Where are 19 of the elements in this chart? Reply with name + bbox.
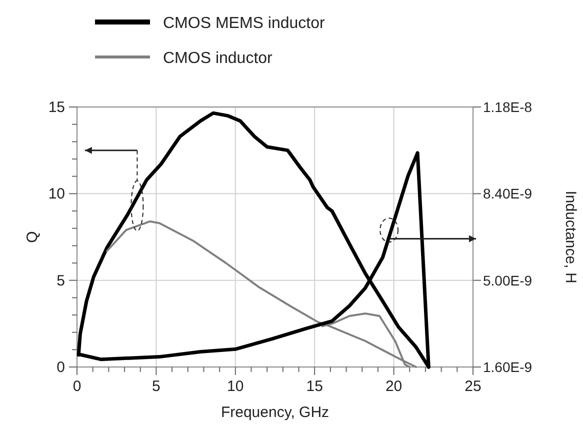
- x-tick-label: 25: [464, 378, 482, 395]
- y-axis-title: Q: [24, 231, 41, 243]
- y2-tick-label: 8.40E-9: [483, 186, 532, 202]
- x-tick-label: 20: [385, 378, 402, 395]
- y-tick-label: 0: [56, 359, 65, 376]
- y2-tick-label: 5.00E-9: [483, 272, 532, 288]
- x-tick-label: 10: [227, 378, 244, 395]
- y-tick-label: 15: [48, 99, 65, 116]
- legend-label: CMOS MEMS inductor: [163, 15, 326, 32]
- x-tick-label: 0: [72, 378, 82, 395]
- legend-label: CMOS inductor: [163, 50, 274, 67]
- x-axis-title: Frequency, GHz: [220, 404, 330, 421]
- x-tick-label: 15: [306, 378, 323, 395]
- y2-tick-label: 1.60E-9: [483, 359, 532, 375]
- y-tick-label: 10: [48, 186, 65, 203]
- x-tick-label: 5: [152, 378, 160, 395]
- y2-tick-label: 1.18E-8: [483, 99, 532, 115]
- y2-axis-title: Inductance, H: [562, 190, 579, 284]
- y-tick-label: 5: [56, 272, 65, 290]
